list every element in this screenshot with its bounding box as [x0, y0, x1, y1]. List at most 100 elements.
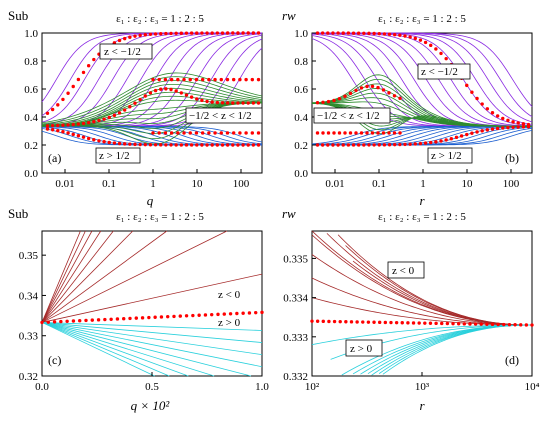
- dot-a-667-5: [182, 77, 186, 82]
- dot-a-286-12: [225, 131, 230, 135]
- dot-a-bot-25: [174, 143, 178, 147]
- ann-b-zmid: −1/2 < z < 1/2: [317, 110, 380, 122]
- panel-d-axes: 10² 10³ 10⁴ 0.332 0.333 0.334 0.335: [283, 253, 539, 393]
- dot-b-top-35: [495, 114, 500, 118]
- dot-c-4: [65, 319, 69, 323]
- dot-a-midup-11: [102, 117, 106, 121]
- ann-a-zlow: z < −1/2: [104, 46, 141, 58]
- panel-d-annotations: z < 0 z > 0: [345, 261, 425, 357]
- dot-a-top-31: [205, 31, 209, 35]
- dot-b-midup-10: [370, 84, 375, 89]
- curve-a-zmid-up-4: [41, 83, 263, 126]
- y-tick-label-c-1: 0.33: [19, 331, 39, 343]
- dot-a-667-2: [163, 77, 168, 82]
- panel-a-annotations: z < −1/2 −1/2 < z < 1/2 z > 1/2: [95, 43, 263, 164]
- dot-c-0: [40, 320, 44, 325]
- panel-c-tag: (c): [48, 353, 61, 367]
- ann-b-zhigh: z > 1/2: [431, 150, 462, 162]
- curve-d-zpos-0: [311, 324, 533, 346]
- dot-b-top-39: [516, 121, 520, 125]
- dot-b-286-10: [370, 131, 375, 135]
- dot-b-bot-7: [351, 143, 356, 147]
- y-tick-label-d-2: 0.334: [283, 293, 308, 305]
- dot-c-19: [159, 315, 164, 319]
- dot-a-286-11: [219, 131, 223, 135]
- panel-a-axes: 0.01 0.1 1 10 100 0.0 0.2 0.4 0.6 0.8 1.0: [24, 28, 250, 190]
- dot-a-667-16: [250, 77, 255, 82]
- dot-a-bot-40: [251, 143, 256, 147]
- dot-d-6: [344, 320, 348, 324]
- dot-b-top-34: [490, 111, 495, 115]
- dot-b-bot-3: [331, 143, 335, 147]
- curve-c-zneg-6: [41, 230, 168, 323]
- dot-a-midup-24: [169, 87, 173, 92]
- dot-c-35: [260, 310, 264, 315]
- dot-d-12: [377, 320, 382, 325]
- dot-a-midup-23: [164, 87, 168, 91]
- panel-a-ylabel: Sub: [8, 8, 28, 23]
- dot-b-bot-31: [475, 130, 479, 134]
- curve-d-zpos-8: [382, 324, 533, 375]
- curve-c-zpos-7: [41, 322, 170, 377]
- panel-b-annotations: z < −1/2 −1/2 < z < 1/2 z > 1/2: [313, 63, 473, 164]
- y-tick-label-b-0: 0.0: [294, 168, 308, 180]
- dot-a-bot-18: [138, 142, 142, 147]
- panel-c-title: ε₁ : ε₂ : ε₃ = 1 : 2 : 5: [116, 211, 204, 223]
- dot-a-top-8: [86, 63, 91, 68]
- dot-b-bot-27: [454, 135, 459, 140]
- curve-d-zneg-3: [311, 297, 532, 326]
- dot-a-top-34: [220, 31, 225, 35]
- dot-a-bot-29: [195, 143, 199, 147]
- dot-b-midup-14: [392, 94, 397, 98]
- dot-b-midup-12: [381, 88, 386, 92]
- dot-c-5: [71, 319, 76, 323]
- dot-b-bot-21: [423, 141, 428, 145]
- ann-b-zlow: z < −1/2: [421, 66, 458, 78]
- curve-c-zpos-2: [41, 322, 263, 356]
- curve-c-zpos-6: [41, 322, 189, 377]
- dot-b-286-0: [315, 131, 320, 135]
- dot-a-286-14: [238, 131, 242, 135]
- dot-b-top-36: [501, 116, 505, 121]
- panel-d-title: ε₁ : ε₂ : ε₃ = 1 : 2 : 5: [378, 211, 466, 223]
- dot-a-top-4: [66, 91, 70, 95]
- dot-a-top-25: [174, 31, 178, 35]
- dot-b-top-33: [485, 107, 490, 111]
- dot-a-667-4: [176, 77, 180, 82]
- dot-a-bot-28: [189, 143, 194, 147]
- dot-a-midup-7: [81, 121, 86, 126]
- panel-b-axes: 0.01 0.1 1 10 100 0.0 0.2 0.4 0.6 0.8 1.0: [294, 28, 520, 190]
- dot-b-top-1: [320, 31, 325, 35]
- dot-b-bot-18: [408, 142, 412, 146]
- dot-a-286-9: [207, 131, 211, 135]
- dot-b-top-15: [393, 32, 397, 37]
- x-tick-label-d-1: 10³: [415, 381, 430, 393]
- panel-d-ylabel: rw: [282, 206, 296, 221]
- y-tick-label-b-1: 0.2: [294, 140, 308, 152]
- curve-a-zmid-up-5: [41, 80, 263, 126]
- dot-c-21: [172, 314, 176, 319]
- dot-d-7: [349, 320, 354, 324]
- dot-a-midup-15: [123, 108, 127, 112]
- dot-b-midup-13: [387, 91, 391, 95]
- dot-a-bot-21: [153, 143, 158, 147]
- panel-a: 0.01 0.1 1 10 100 0.0 0.2 0.4 0.6 0.8 1.0: [24, 28, 263, 190]
- dot-b-bot-19: [413, 142, 417, 146]
- dot-b-bot-11: [372, 143, 376, 147]
- curve-c-zneg-0: [41, 230, 81, 323]
- dot-a-top-14: [117, 38, 122, 43]
- dot-a-top-16: [128, 35, 132, 39]
- dot-a-286-4: [176, 131, 180, 135]
- dot-a-bot-22: [159, 143, 163, 147]
- dot-a-midup-33: [215, 100, 220, 105]
- curve-d-zneg-5: [326, 233, 533, 326]
- dot-a-bot-5: [71, 132, 75, 137]
- dot-d-10: [366, 320, 371, 324]
- dot-a-bot-16: [128, 142, 132, 146]
- x-tick-label-a-3: 10: [192, 178, 204, 190]
- dot-a-bot-4: [66, 131, 70, 135]
- dot-a-midup-0: [45, 124, 50, 128]
- dot-c-29: [222, 312, 226, 316]
- dot-a-bot-6: [76, 134, 81, 138]
- dot-c-23: [184, 314, 189, 318]
